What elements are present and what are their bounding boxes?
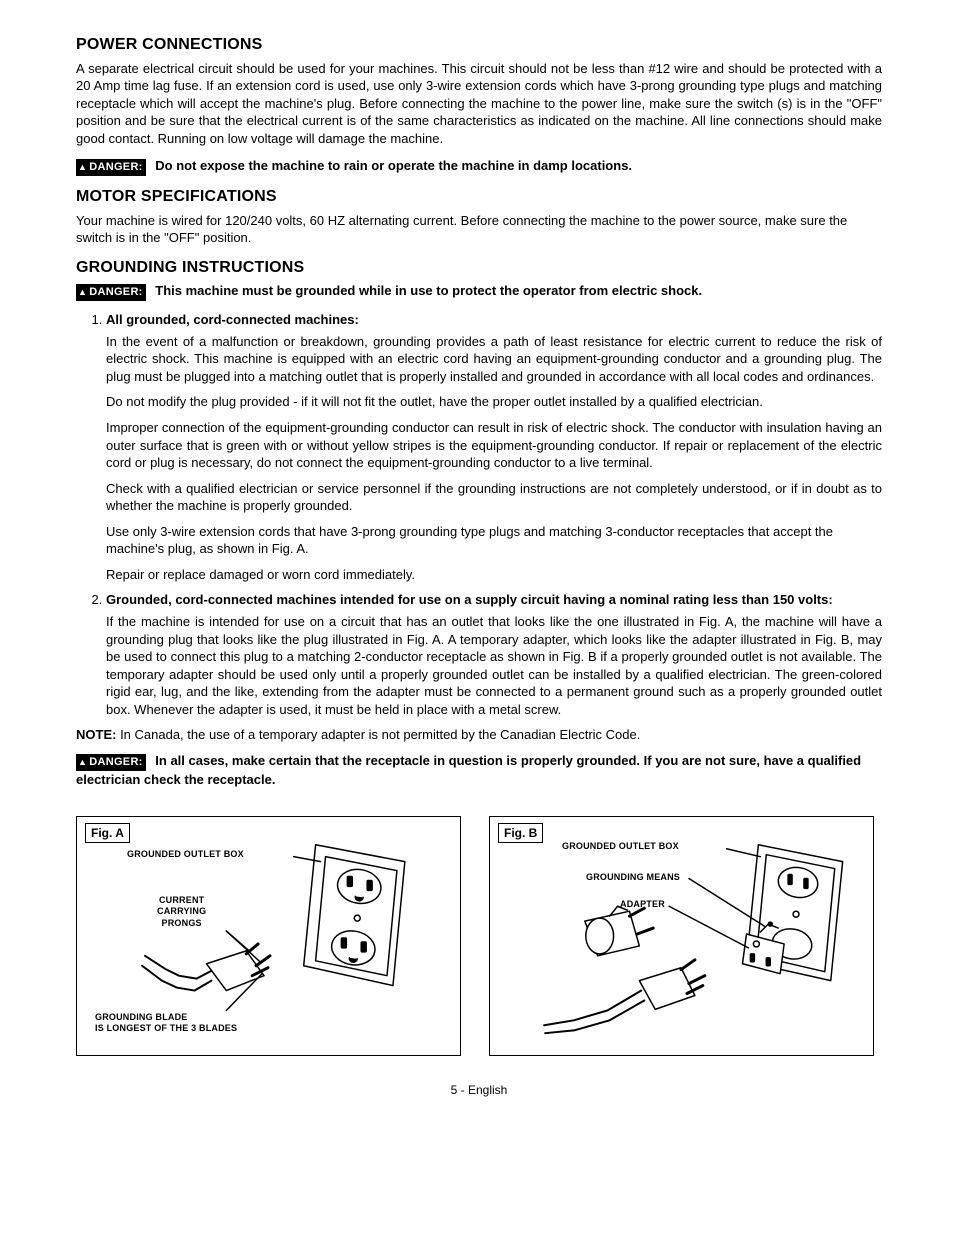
figb-caption-means: GROUNDING MEANS <box>586 872 680 883</box>
grounding-item1-title: All grounded, cord-connected machines: <box>106 311 882 329</box>
grounding-item1-p4: Check with a qualified electrician or se… <box>106 480 882 515</box>
grounding-item1-p1: In the event of a malfunction or breakdo… <box>106 333 882 386</box>
power-body: A separate electrical circuit should be … <box>76 60 882 148</box>
figb-caption-outlet: GROUNDED OUTLET BOX <box>562 841 679 852</box>
figa-caption-prongs: CURRENTCARRYINGPRONGS <box>157 895 206 929</box>
note-line: NOTE: In Canada, the use of a temporary … <box>76 726 882 744</box>
danger-badge: DANGER: <box>76 284 146 301</box>
grounding-item1-p3: Improper connection of the equipment-gro… <box>106 419 882 472</box>
figure-a: Fig. A <box>76 816 461 1056</box>
figb-caption-adapter: ADAPTER <box>620 899 665 910</box>
grounding-danger1-text: This machine must be grounded while in u… <box>155 283 702 298</box>
figa-caption-blade: GROUNDING BLADEIS LONGEST OF THE 3 BLADE… <box>95 1012 237 1035</box>
power-danger-text: Do not expose the machine to rain or ope… <box>155 158 632 173</box>
section-heading-motor: MOTOR SPECIFICATIONS <box>76 186 882 208</box>
figa-caption-outlet: GROUNDED OUTLET BOX <box>127 849 244 860</box>
figures-row: Fig. A <box>76 816 882 1056</box>
grounding-item1-p2: Do not modify the plug provided - if it … <box>106 393 882 411</box>
figure-b: Fig. B <box>489 816 874 1056</box>
note-label: NOTE: <box>76 727 116 742</box>
grounding-item2-p1: If the machine is intended for use on a … <box>106 613 882 718</box>
figure-b-diagram <box>490 817 873 1055</box>
page-footer: 5 - English <box>76 1082 882 1098</box>
grounding-danger2-text: In all cases, make certain that the rece… <box>76 753 861 787</box>
danger-badge: DANGER: <box>76 159 146 176</box>
danger-badge: DANGER: <box>76 754 146 771</box>
motor-body: Your machine is wired for 120/240 volts,… <box>76 212 882 247</box>
grounding-item-2: Grounded, cord-connected machines intend… <box>106 591 882 718</box>
grounding-item-1: All grounded, cord-connected machines: I… <box>106 311 882 583</box>
grounding-item1-p5: Use only 3-wire extension cords that hav… <box>106 523 882 558</box>
grounding-danger1-line: DANGER: This machine must be grounded wh… <box>76 282 882 301</box>
power-danger-line: DANGER: Do not expose the machine to rai… <box>76 157 882 176</box>
note-text: In Canada, the use of a temporary adapte… <box>116 727 640 742</box>
grounding-list: All grounded, cord-connected machines: I… <box>76 311 882 718</box>
grounding-item2-title: Grounded, cord-connected machines intend… <box>106 591 882 609</box>
grounding-danger2-line: DANGER: In all cases, make certain that … <box>76 752 882 788</box>
grounding-item1-p6: Repair or replace damaged or worn cord i… <box>106 566 882 584</box>
section-heading-power: POWER CONNECTIONS <box>76 34 882 56</box>
section-heading-grounding: GROUNDING INSTRUCTIONS <box>76 257 882 279</box>
